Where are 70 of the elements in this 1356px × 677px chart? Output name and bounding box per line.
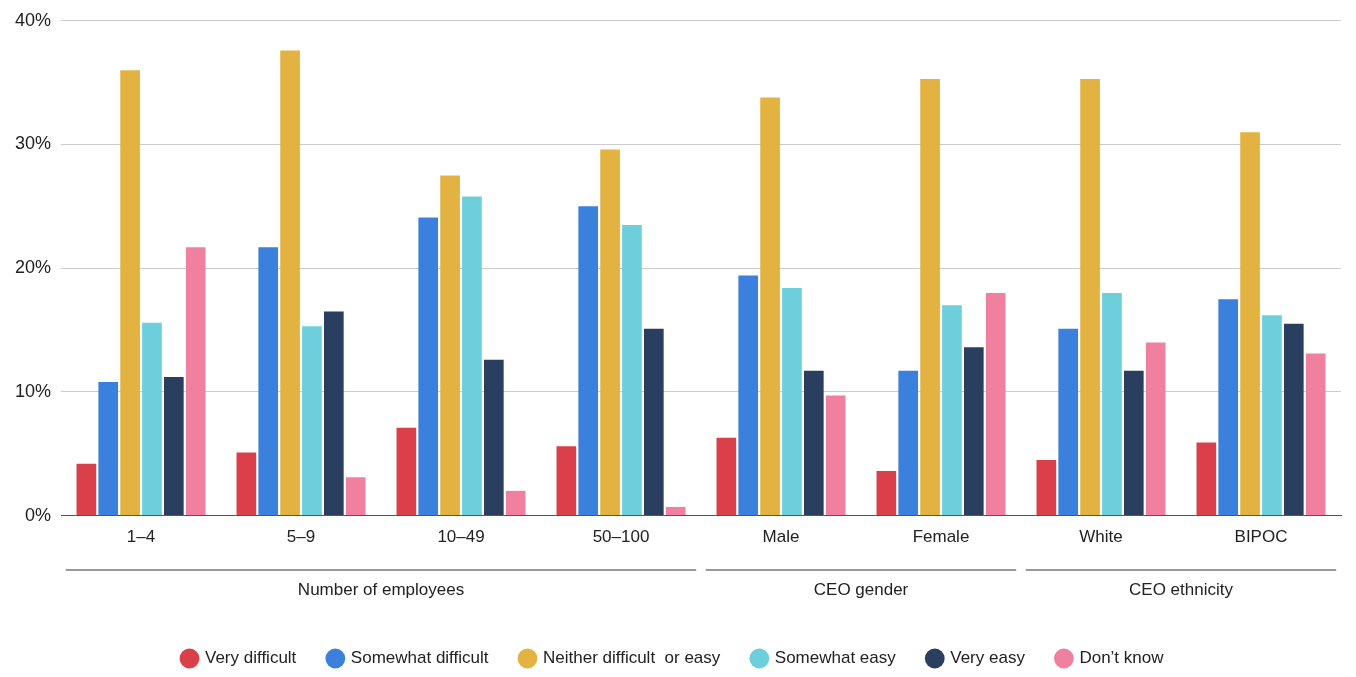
bar — [280, 50, 300, 516]
x-tick-label: White — [1079, 527, 1123, 547]
y-tick-label: 40% — [15, 9, 52, 30]
bar — [440, 175, 460, 516]
bar — [803, 370, 824, 516]
y-tick-label: 30% — [15, 133, 52, 154]
bar — [163, 377, 184, 516]
bar — [963, 347, 984, 516]
bar — [323, 311, 344, 516]
x-tick-label: Female — [912, 527, 970, 547]
bar — [556, 446, 577, 516]
text: CEO gender — [813, 580, 909, 600]
legend-label: Very easy — [950, 648, 1026, 668]
bar — [1262, 315, 1282, 516]
bar — [98, 382, 119, 516]
legend-label: Very difficult — [205, 648, 297, 668]
bar — [738, 275, 759, 516]
bar — [600, 149, 620, 516]
bar — [942, 305, 962, 516]
x-tick-label: Male — [762, 527, 800, 547]
legend-label: Somewhat easy — [774, 648, 897, 668]
legend-label: Neither difficult or easy — [542, 648, 721, 668]
bar — [120, 70, 140, 516]
bar — [185, 247, 206, 516]
bar — [643, 328, 664, 516]
x-tick-label: BIPOC — [1234, 527, 1288, 547]
bar — [985, 292, 1006, 516]
legend-label: Don’t know — [1079, 648, 1165, 668]
bar — [1036, 459, 1057, 516]
x-tick-label: 1–4 — [126, 527, 156, 547]
bar — [462, 196, 482, 516]
bar — [876, 471, 897, 516]
x-tick-label: 5–9 — [286, 527, 316, 547]
bar — [1196, 442, 1217, 516]
bar — [716, 437, 737, 516]
text: Number of employees — [297, 580, 465, 600]
bar — [622, 224, 642, 516]
bar — [1102, 292, 1122, 516]
bar — [1123, 370, 1144, 516]
legend-label: Somewhat difficult — [350, 648, 489, 668]
bar — [1145, 342, 1166, 516]
bar — [1305, 353, 1326, 516]
bar — [1283, 323, 1304, 516]
bar — [1080, 78, 1100, 516]
bar — [782, 287, 802, 516]
bar — [302, 326, 322, 516]
bar — [345, 477, 366, 516]
bar — [76, 463, 97, 516]
y-tick-label: 0% — [25, 504, 52, 525]
bar — [1058, 328, 1079, 516]
bar — [1240, 132, 1260, 516]
x-tick-label: 10–49 — [437, 527, 485, 547]
bar — [236, 452, 257, 516]
bar — [920, 78, 940, 516]
bar — [825, 395, 846, 516]
bar — [1218, 299, 1239, 516]
bar — [142, 322, 162, 516]
bar — [258, 247, 279, 516]
bar — [396, 427, 417, 516]
bar — [483, 359, 504, 516]
y-tick-label: 20% — [15, 257, 52, 278]
bar — [898, 370, 919, 516]
bar — [505, 490, 526, 516]
x-tick-label: 50–100 — [592, 527, 650, 547]
bar — [665, 506, 686, 516]
bar — [578, 206, 599, 516]
text: CEO ethnicity — [1129, 580, 1234, 600]
y-tick-label: 10% — [15, 380, 52, 401]
bar — [418, 217, 439, 516]
bar — [760, 97, 780, 516]
